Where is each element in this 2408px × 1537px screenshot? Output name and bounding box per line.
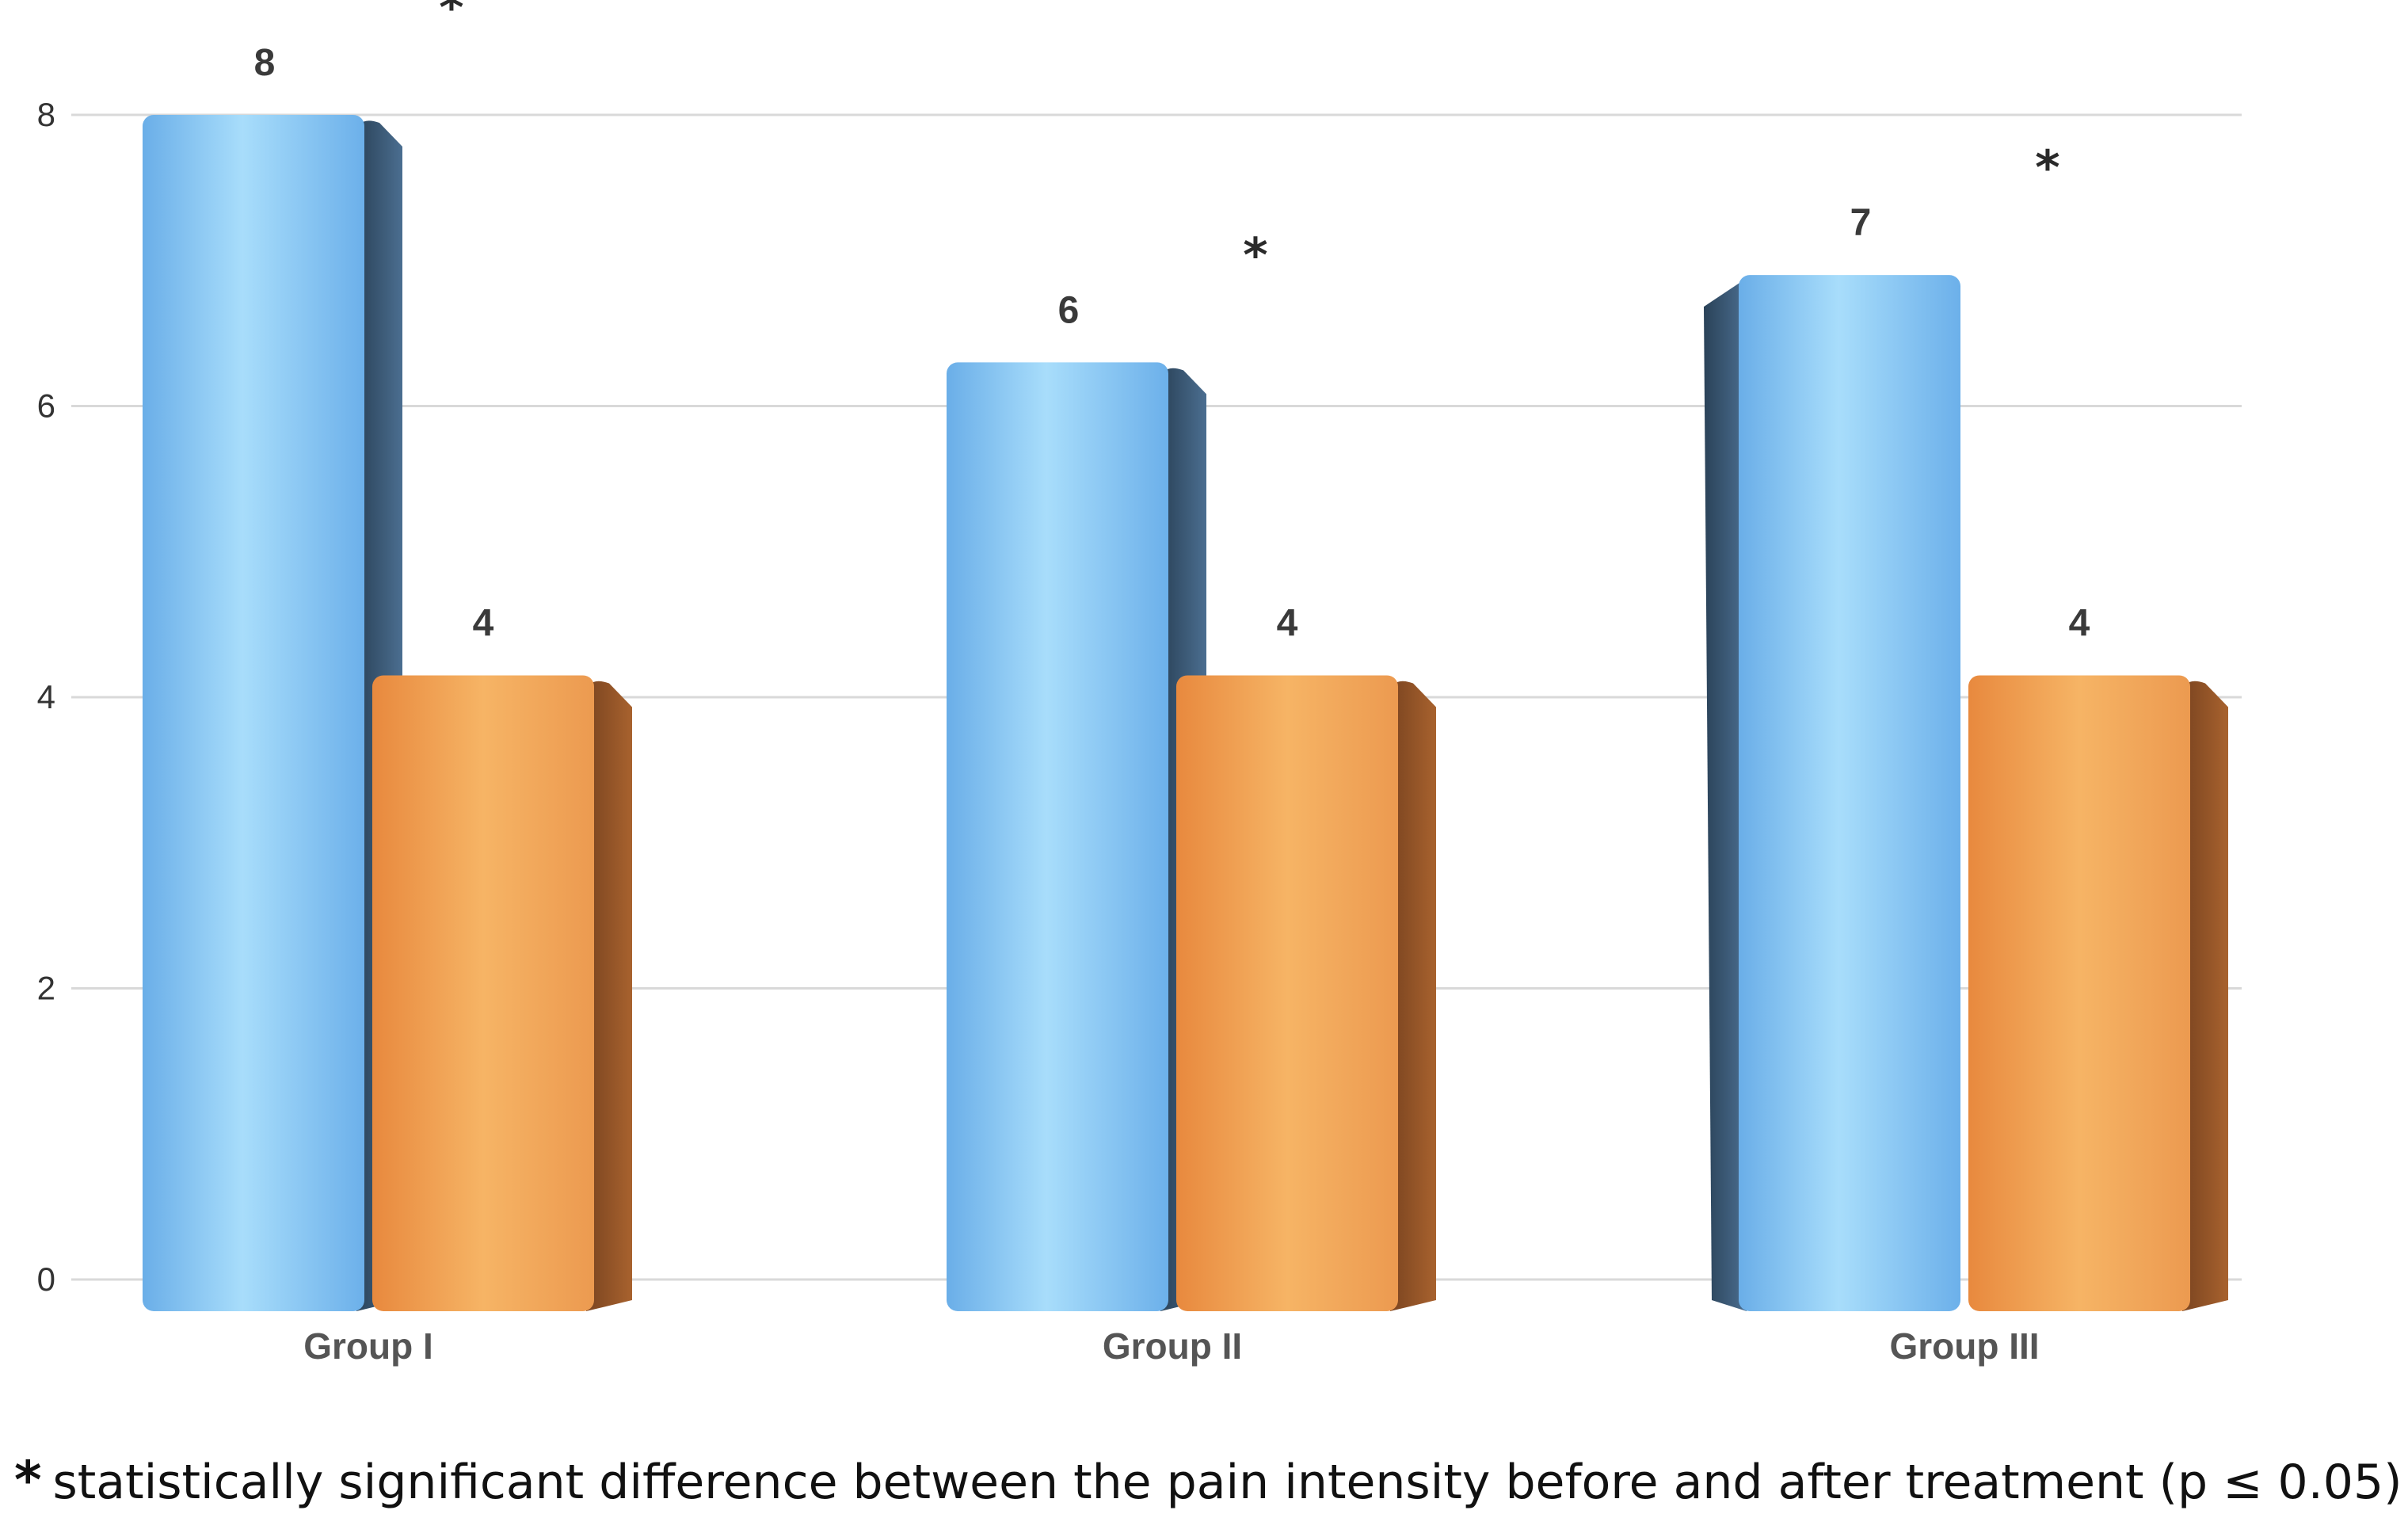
significance-asterisk-group-iii: * — [2035, 140, 2059, 196]
bar-after-treatment-group-ii — [1176, 675, 1398, 1311]
data-label-before-treatment-group-i: 8 — [254, 42, 276, 84]
x-tick-label-group-ii: Group II — [1103, 1325, 1242, 1367]
y-tick-label-8: 8 — [37, 96, 55, 133]
data-label-after-treatment-group-i: 4 — [473, 602, 494, 644]
bar-before-treatment-group-i — [143, 115, 364, 1311]
data-label-before-treatment-group-ii: 6 — [1058, 289, 1080, 331]
bar-after-treatment-group-iii — [1968, 675, 2190, 1311]
significance-asterisk-group-ii: * — [1243, 227, 1267, 283]
bar-after-treatment-group-i — [372, 675, 594, 1311]
footnote-asterisk: * — [14, 1450, 42, 1511]
x-tick-label-group-iii: Group III — [1889, 1325, 2039, 1367]
x-axis-labels: Group I Group II Group III — [303, 1325, 2039, 1367]
y-tick-label-6: 6 — [37, 387, 55, 425]
x-tick-label-group-i: Group I — [303, 1325, 433, 1367]
bar-side-after-treatment-group-iii — [2182, 681, 2228, 1311]
significance-markers: * * * — [439, 0, 2059, 283]
data-label-after-treatment-group-ii: 4 — [1277, 602, 1298, 644]
y-axis-ticks: 0 2 4 6 8 — [37, 96, 55, 1298]
bars — [143, 115, 2228, 1312]
bar-before-treatment-group-iii — [1739, 275, 1960, 1311]
footnote-text: statistically significant difference bet… — [52, 1455, 2402, 1510]
chart-canvas: 0 2 4 6 8 8 4 6 4 7 4 * * * Group I Group II Group II… — [37, 0, 2242, 1367]
y-tick-label-0: 0 — [37, 1260, 55, 1298]
data-label-after-treatment-group-iii: 4 — [2069, 602, 2090, 644]
bar-side-before-treatment-group-iii — [1704, 278, 1747, 1311]
y-tick-label-2: 2 — [37, 970, 55, 1007]
data-label-before-treatment-group-iii: 7 — [1850, 202, 1872, 244]
bar-side-after-treatment-group-ii — [1390, 681, 1436, 1311]
footnote: * statistically significant difference be… — [14, 1450, 2402, 1511]
bar-side-after-treatment-group-i — [586, 681, 632, 1311]
data-labels: 8 4 6 4 7 4 — [254, 42, 2090, 644]
y-tick-label-4: 4 — [37, 678, 55, 715]
significance-asterisk-group-i: * — [439, 0, 463, 36]
bar-before-treatment-group-ii — [947, 362, 1168, 1311]
